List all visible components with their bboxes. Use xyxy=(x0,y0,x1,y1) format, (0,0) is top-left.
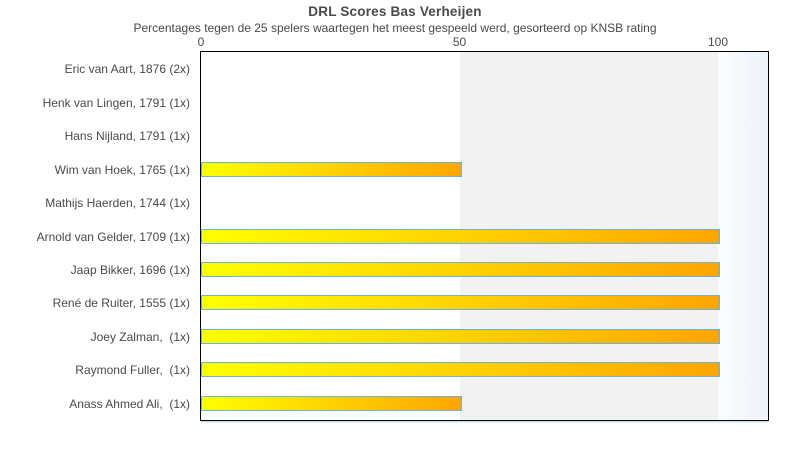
category-label: Anass Ahmed Ali, (1x) xyxy=(69,396,190,411)
bar xyxy=(201,362,720,378)
category-label: Eric van Aart, 1876 (2x) xyxy=(64,62,190,77)
category-label: Mathijs Haerden, 1744 (1x) xyxy=(45,196,190,211)
bar xyxy=(201,161,462,177)
category-label: René de Ruiter, 1555 (1x) xyxy=(52,296,190,311)
bar xyxy=(201,261,720,277)
x-tick-label: 100 xyxy=(707,35,729,49)
bar xyxy=(201,328,720,344)
bar xyxy=(201,228,720,244)
x-tick-label: 50 xyxy=(452,35,467,49)
x-tick-label: 0 xyxy=(197,35,205,49)
x-axis: 0 50 100 xyxy=(197,35,768,50)
category-label: Raymond Fuller, (1x) xyxy=(75,363,190,378)
category-label: Joey Zalman, (1x) xyxy=(90,329,190,344)
plot-area xyxy=(200,51,769,421)
background-band-overflow xyxy=(718,52,768,420)
bar xyxy=(201,395,462,411)
chart-title: DRL Scores Bas Verheijen xyxy=(308,4,482,19)
category-label: Jaap Bikker, 1696 (1x) xyxy=(70,262,190,277)
category-label: Hans Nijland, 1791 (1x) xyxy=(64,129,190,144)
chart-subtitle: Percentages tegen de 25 spelers waartege… xyxy=(133,21,657,35)
category-label: Henk van Lingen, 1791 (1x) xyxy=(42,95,190,110)
category-label: Wim van Hoek, 1765 (1x) xyxy=(54,162,190,177)
category-label: Arnold van Gelder, 1709 (1x) xyxy=(36,229,190,244)
bar xyxy=(201,295,720,311)
